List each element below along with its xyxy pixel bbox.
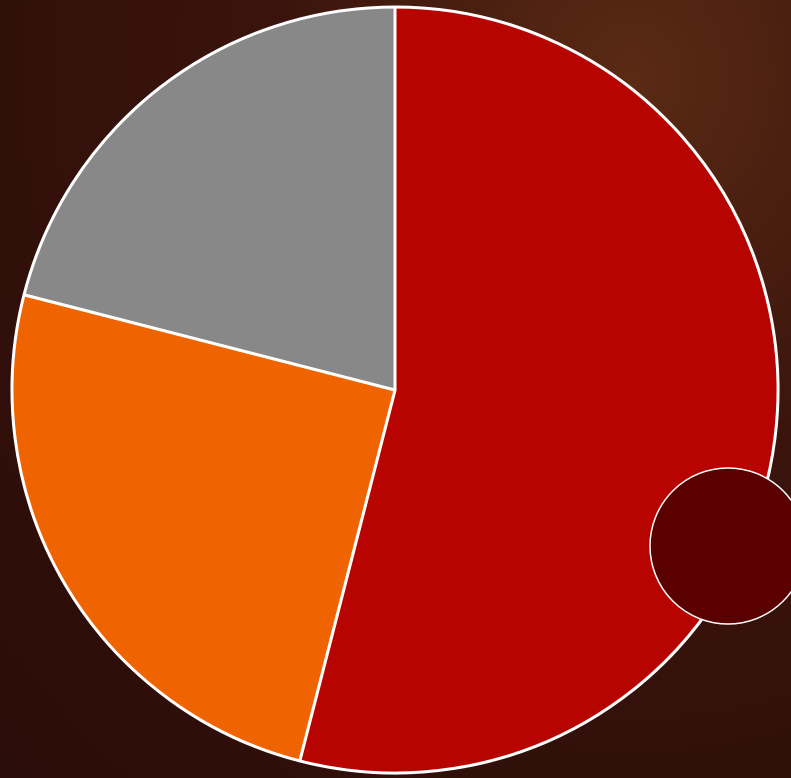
pie-slice	[10, 293, 397, 763]
pie-slice	[22, 5, 397, 392]
pie	[10, 5, 780, 775]
overlay-button[interactable]	[649, 467, 791, 625]
